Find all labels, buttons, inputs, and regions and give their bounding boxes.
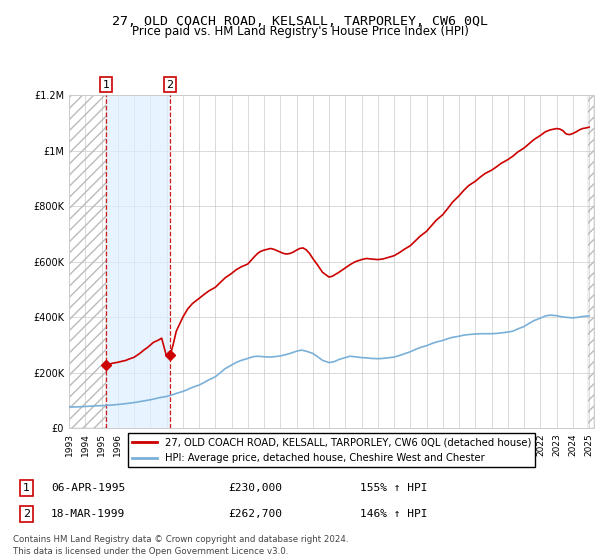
Legend: 27, OLD COACH ROAD, KELSALL, TARPORLEY, CW6 0QL (detached house), HPI: Average p: 27, OLD COACH ROAD, KELSALL, TARPORLEY, … (128, 433, 535, 467)
Text: Contains HM Land Registry data © Crown copyright and database right 2024.
This d: Contains HM Land Registry data © Crown c… (13, 535, 349, 556)
Text: 06-APR-1995: 06-APR-1995 (51, 483, 125, 493)
Text: 18-MAR-1999: 18-MAR-1999 (51, 509, 125, 519)
Bar (69, 95, 106, 428)
Text: 1: 1 (103, 80, 109, 90)
Bar (588, 95, 594, 428)
Text: £262,700: £262,700 (228, 509, 282, 519)
Text: 155% ↑ HPI: 155% ↑ HPI (360, 483, 427, 493)
Text: 2: 2 (167, 80, 173, 90)
Text: £230,000: £230,000 (228, 483, 282, 493)
Bar (106, 95, 170, 428)
Text: 2: 2 (23, 509, 30, 519)
Text: Price paid vs. HM Land Registry's House Price Index (HPI): Price paid vs. HM Land Registry's House … (131, 25, 469, 38)
Text: 27, OLD COACH ROAD, KELSALL, TARPORLEY, CW6 0QL: 27, OLD COACH ROAD, KELSALL, TARPORLEY, … (112, 15, 488, 28)
Text: 1: 1 (23, 483, 30, 493)
Text: 146% ↑ HPI: 146% ↑ HPI (360, 509, 427, 519)
